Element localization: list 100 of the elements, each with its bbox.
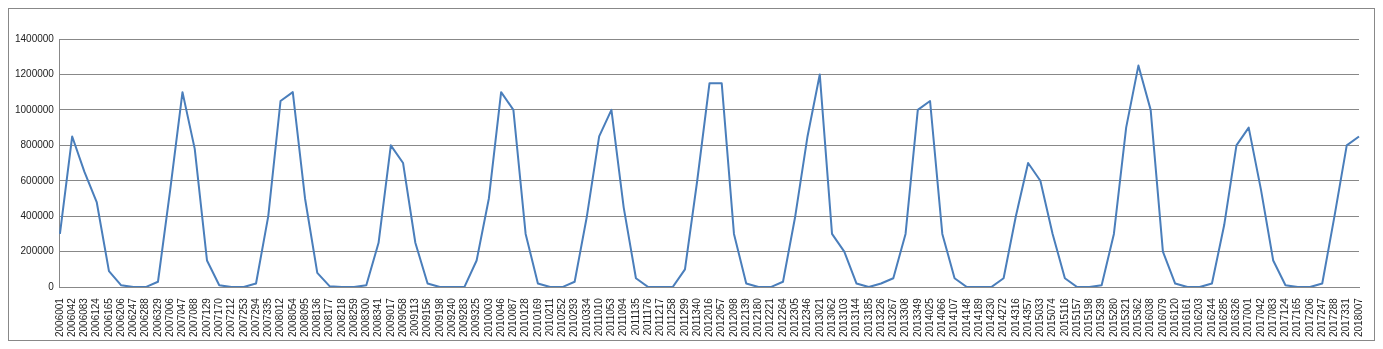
x-tick-label: 2009325 xyxy=(470,297,482,338)
x-tick-label: 2010252 xyxy=(556,297,568,338)
x-tick-label: 2013185 xyxy=(862,297,874,338)
x-tick-label: 2010087 xyxy=(507,297,519,338)
x-tick-label: 2017083 xyxy=(1266,297,1278,338)
x-tick-label: 2011135 xyxy=(629,297,641,336)
x-tick-label: 2009113 xyxy=(409,297,421,337)
x-tick-label: 2014316 xyxy=(1009,297,1021,338)
x-tick-label: 2006206 xyxy=(114,297,126,338)
x-tick-label: 2010334 xyxy=(580,297,592,338)
x-tick-label: 2017001 xyxy=(1242,297,1254,338)
x-tick-label: 2008218 xyxy=(335,297,347,338)
x-tick-label: 2007294 xyxy=(249,297,261,338)
x-tick-label: 2017165 xyxy=(1291,297,1303,338)
x-tick-label: 2015033 xyxy=(1034,297,1046,338)
x-tick-label: 2009156 xyxy=(421,297,433,338)
x-tick-label: 2012264 xyxy=(776,297,788,338)
x-tick-label: 2006042 xyxy=(65,297,77,338)
x-tick-label: 2006083 xyxy=(78,297,90,338)
x-tick-label: 2011053 xyxy=(605,297,617,337)
x-tick-label: 2010293 xyxy=(568,297,580,338)
x-tick-label: 2009017 xyxy=(384,297,396,338)
x-tick-label: 2016326 xyxy=(1230,297,1242,338)
x-tick-label: 2016079 xyxy=(1156,297,1168,338)
x-tick-label: 2011010 xyxy=(592,297,604,337)
x-tick-label: 2006329 xyxy=(151,297,163,338)
x-tick-label: 2007212 xyxy=(225,297,237,338)
x-tick-label: 2009198 xyxy=(433,297,445,338)
x-tick-label: 2011258 xyxy=(666,297,678,337)
x-tick-label: 2007047 xyxy=(176,297,188,338)
x-tick-label: 2016038 xyxy=(1144,297,1156,338)
x-tick-label: 2017288 xyxy=(1328,297,1340,338)
x-tick-label: 2012016 xyxy=(703,297,715,338)
x-tick-label: 2008300 xyxy=(360,297,372,338)
x-tick-label: 2007170 xyxy=(213,297,224,338)
x-tick-label: 2013021 xyxy=(813,297,825,338)
x-tick-label: 2015074 xyxy=(1046,297,1058,338)
x-tick-label: 2009240 xyxy=(445,297,457,338)
x-tick-label: 2006165 xyxy=(102,297,114,338)
x-tick-label: 2006124 xyxy=(90,297,102,338)
x-tick-label: 2015321 xyxy=(1119,297,1131,338)
x-tick-label: 2016244 xyxy=(1205,297,1217,338)
x-tick-label: 2008136 xyxy=(311,297,323,338)
x-tick-label: 2011176 xyxy=(641,297,653,336)
x-tick-label: 2008177 xyxy=(323,297,335,338)
x-tick-label: 2008012 xyxy=(274,297,286,338)
x-tick-label: 2012221 xyxy=(764,297,776,338)
x-tick-label: 2013349 xyxy=(911,297,923,338)
y-tick-label: 1000000 xyxy=(14,103,55,115)
x-tick-label: 2014025 xyxy=(923,297,935,338)
y-tick-label: 600000 xyxy=(20,174,55,186)
x-tick-label: 2014148 xyxy=(960,297,972,338)
x-tick-label: 2010046 xyxy=(494,297,506,338)
x-tick-label: 2006288 xyxy=(139,297,151,338)
x-tick-label: 2007088 xyxy=(188,297,200,338)
x-tick-label: 2017247 xyxy=(1315,297,1327,338)
x-tick-label: 2014230 xyxy=(985,297,997,338)
x-tick-label: 2013267 xyxy=(887,297,899,338)
x-tick-label: 2017331 xyxy=(1340,297,1352,338)
x-tick-label: 2008054 xyxy=(286,297,298,338)
x-tick-label: 2010211 xyxy=(543,297,555,337)
x-tick-label: 2011094 xyxy=(617,297,629,337)
x-tick-label: 2016161 xyxy=(1181,297,1193,338)
x-tick-label: 2007253 xyxy=(237,297,249,338)
x-tick-label: 2016285 xyxy=(1217,297,1229,338)
x-tick-label: 2013062 xyxy=(825,297,837,338)
x-tick-label: 2010169 xyxy=(531,297,543,338)
x-tick-label: 2008095 xyxy=(298,297,310,338)
x-tick-label: 2016203 xyxy=(1193,297,1205,338)
x-tick-label: 2013226 xyxy=(874,297,886,338)
x-tick-label: 2007129 xyxy=(200,297,212,338)
x-tick-label: 2015198 xyxy=(1083,297,1095,338)
y-tick-label: 200000 xyxy=(20,245,55,257)
y-tick-label: 1200000 xyxy=(14,68,55,80)
x-tick-label: 2016120 xyxy=(1168,297,1180,338)
y-tick-label: 800000 xyxy=(20,139,55,151)
x-tick-label: 2012305 xyxy=(789,297,800,338)
x-tick-label: 2018007 xyxy=(1352,297,1364,338)
x-tick-label: 2015116 xyxy=(1058,297,1070,337)
x-tick-label: 2012139 xyxy=(739,297,751,338)
x-tick-label: 2013144 xyxy=(850,297,862,338)
x-tick-label: 2009283 xyxy=(458,297,470,338)
x-tick-label: 2014066 xyxy=(936,297,948,338)
x-tick-label: 2015280 xyxy=(1107,297,1119,338)
x-tick-label: 2017124 xyxy=(1279,297,1291,338)
x-tick-label: 2011340 xyxy=(690,297,702,337)
y-tick-label: 400000 xyxy=(20,209,55,221)
y-tick-label: 0 xyxy=(48,280,55,292)
x-tick-label: 2009058 xyxy=(396,297,408,338)
x-tick-label: 2014272 xyxy=(997,297,1009,338)
x-tick-label: 2008259 xyxy=(347,297,359,338)
x-tick-label: 2014189 xyxy=(972,297,984,338)
y-tick-label: 1400000 xyxy=(14,32,55,44)
x-tick-label: 2017206 xyxy=(1303,297,1315,338)
x-tick-label: 2007335 xyxy=(262,297,274,338)
x-tick-label: 2012098 xyxy=(727,297,739,338)
x-tick-label: 2015239 xyxy=(1095,297,1107,338)
x-tick-label: 2010003 xyxy=(482,297,494,338)
x-tick-label: 2007006 xyxy=(163,297,175,338)
x-tick-label: 2013308 xyxy=(899,297,911,338)
